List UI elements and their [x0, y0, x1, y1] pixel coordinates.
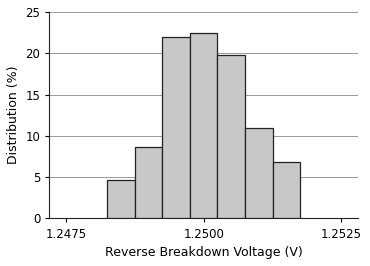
Bar: [162, 37, 190, 218]
Y-axis label: Distribution (%): Distribution (%): [7, 66, 20, 164]
Bar: [218, 55, 245, 218]
Bar: [107, 180, 135, 218]
Bar: [245, 128, 273, 218]
Bar: [273, 162, 300, 218]
Bar: [190, 33, 218, 218]
Bar: [135, 147, 162, 218]
X-axis label: Reverse Breakdown Voltage (V): Reverse Breakdown Voltage (V): [105, 246, 303, 259]
